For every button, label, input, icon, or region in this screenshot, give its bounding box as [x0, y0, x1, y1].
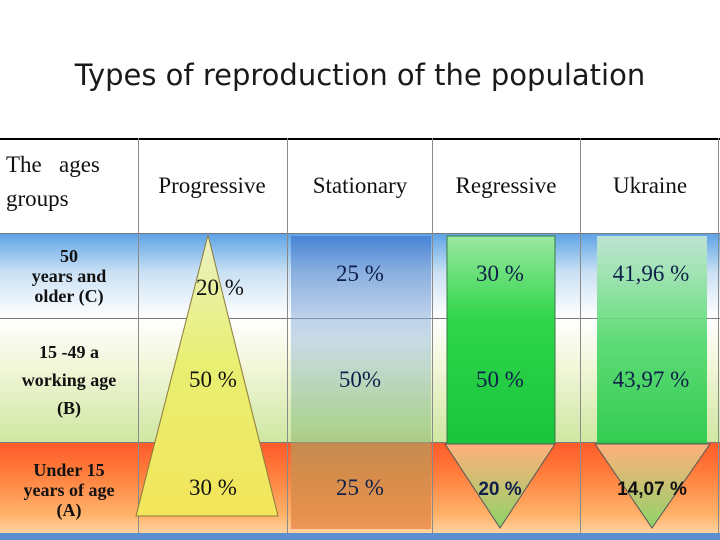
header-age-groups-line2: groups — [6, 186, 69, 211]
row-label-line: 50 — [60, 246, 78, 266]
value-progressive-working: 50 % — [189, 367, 237, 392]
row-label-working: 15 -49 a working age (B) — [2, 330, 136, 430]
page-title: Types of reproduction of the population — [74, 58, 646, 92]
value-regressive-working: 50 % — [476, 367, 524, 392]
row-label-line: Under 15 — [33, 460, 105, 480]
table-header-row — [0, 138, 720, 235]
value-regressive-young: 20 % — [478, 479, 522, 500]
regressive-base-triangle — [444, 443, 556, 529]
row-label-line: working age — [21, 370, 117, 390]
row-label-older: 50 years and older (C) — [2, 234, 136, 318]
row-label-line: years of age — [23, 480, 115, 500]
stationary-bar — [291, 236, 431, 529]
column-divider — [138, 138, 139, 533]
ukraine-base-triangle — [594, 443, 711, 529]
value-regressive-older: 30 % — [476, 261, 524, 286]
value-ukraine-young: 14,07 % — [617, 479, 687, 500]
header-stationary: Stationary — [312, 172, 408, 198]
value-stationary-young: 25 % — [336, 475, 384, 500]
value-progressive-older: 20 % — [196, 275, 244, 300]
value-stationary-working: 50% — [338, 367, 382, 392]
header-progressive: Progressive — [158, 172, 266, 198]
row-label-line: 15 -49 a — [39, 342, 99, 362]
value-progressive-young: 30 % — [189, 475, 237, 500]
table-bottom-bar — [0, 533, 720, 540]
header-age-groups-line1: The ages — [6, 152, 100, 177]
column-divider — [287, 138, 288, 533]
ukraine-bar — [597, 236, 707, 444]
row-label-young: Under 15 years of age (A) — [2, 450, 136, 530]
header-regressive: Regressive — [455, 172, 557, 198]
value-ukraine-working: 43,97 % — [612, 367, 690, 392]
column-divider — [718, 138, 719, 533]
header-ukraine: Ukraine — [612, 172, 688, 198]
row-divider — [0, 233, 720, 234]
pyramid-shapes — [135, 234, 711, 529]
row-label-line: (A) — [56, 500, 82, 520]
reproduction-table: The ages groups Progressive Stationary R… — [0, 138, 720, 540]
row-label-line: years and — [31, 266, 107, 286]
column-divider — [580, 138, 581, 533]
value-stationary-older: 25 % — [336, 261, 384, 286]
row-label-line: older (C) — [34, 286, 104, 306]
header-age-groups: The ages groups — [6, 144, 136, 220]
progressive-pyramid — [135, 234, 279, 517]
value-ukraine-older: 41,96 % — [612, 261, 690, 286]
row-label-line: (B) — [57, 398, 81, 418]
column-divider — [432, 138, 433, 533]
